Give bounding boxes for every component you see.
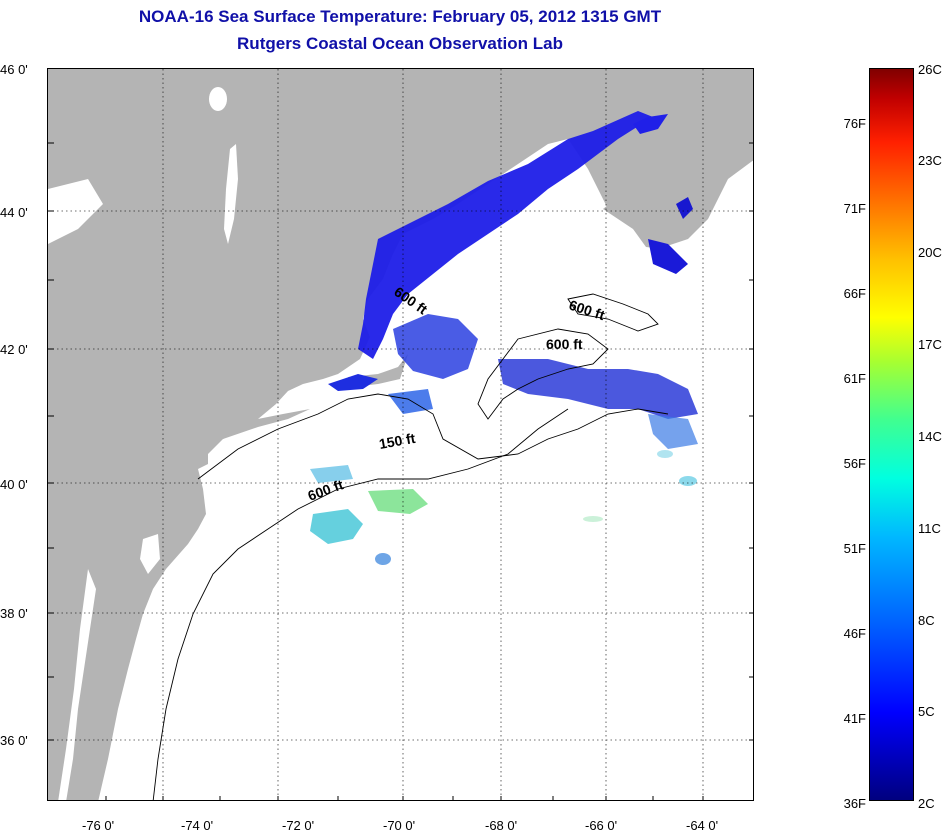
sst-warm-patch-2 [368, 489, 428, 514]
lat-label-44: 44 0' [0, 205, 28, 220]
lon-label-64: -64 0' [686, 818, 719, 833]
colorbar-c-5: 5C [918, 704, 935, 719]
sst-warm-patch-4 [375, 553, 391, 565]
sst-warm-patch-1 [310, 509, 363, 544]
colorbar-c-14: 14C [918, 429, 942, 444]
colorbar-f-71: 71F [843, 201, 866, 216]
colorbar-f-46: 46F [843, 626, 866, 641]
sst-gulf-of-maine [358, 111, 653, 359]
contour-label-ne-600: 600 ft [567, 297, 607, 324]
lake-moosehead [209, 87, 227, 111]
sst-map: 600 ft 600 ft 600 ft 150 ft 600 ft [47, 68, 754, 801]
contour-600ft-south [152, 408, 569, 800]
temperature-colorbar [869, 68, 914, 801]
land-northeast-us [48, 69, 753, 800]
map-grid [48, 69, 753, 800]
sst-nova-scotia [648, 239, 688, 274]
colorbar-c-20: 20C [918, 245, 942, 260]
sst-warm-patch-6 [583, 516, 603, 522]
lat-label-46: 46 0' [0, 62, 28, 77]
chesapeake-bay [58, 569, 96, 800]
colorbar-c-26: 26C [918, 62, 942, 77]
colorbar-c-2: 2C [918, 796, 935, 811]
lon-label-76: -76 0' [82, 818, 115, 833]
lat-label-40: 40 0' [0, 477, 28, 492]
colorbar-f-76: 76F [843, 116, 866, 131]
delaware-bay [140, 534, 160, 574]
sst-patch-1 [393, 314, 478, 379]
lon-label-68: -68 0' [485, 818, 518, 833]
lake-ontario-edge [48, 179, 103, 244]
contour-label-bank-600: 600 ft [546, 336, 583, 352]
sst-warm-patch-7 [657, 450, 673, 458]
lon-label-74: -74 0' [181, 818, 214, 833]
lon-label-72: -72 0' [282, 818, 315, 833]
colorbar-f-61: 61F [843, 371, 866, 386]
colorbar-c-8: 8C [918, 613, 935, 628]
map-canvas: 600 ft 600 ft 600 ft 150 ft 600 ft [48, 69, 753, 800]
sst-nfl-coast [676, 197, 693, 219]
colorbar-c-23: 23C [918, 153, 942, 168]
lat-label-36: 36 0' [0, 733, 28, 748]
sst-patch-2 [498, 359, 698, 419]
lat-label-42: 42 0' [0, 342, 28, 357]
colorbar-f-51: 51F [843, 541, 866, 556]
contour-150ft [197, 393, 669, 480]
contour-600ft-ne [567, 293, 659, 332]
colorbar-c-11: 11C [918, 521, 941, 536]
lake-champlain [224, 144, 238, 244]
land-long-island [208, 409, 310, 439]
bathymetry-contours [152, 293, 669, 800]
sst-warm-patch-5 [679, 476, 697, 486]
lat-label-38: 38 0' [0, 606, 28, 621]
sst-ns-north [633, 114, 668, 134]
colorbar-f-36: 36F [843, 796, 866, 811]
colorbar-c-17: 17C [918, 337, 942, 352]
colorbar-f-41: 41F [843, 711, 866, 726]
lon-label-70: -70 0' [383, 818, 416, 833]
sst-warm-patch-3 [310, 465, 353, 483]
sst-southern-blue-2 [648, 414, 698, 449]
colorbar-f-66: 66F [843, 286, 866, 301]
map-subtitle: Rutgers Coastal Ocean Observation Lab [237, 34, 563, 53]
sst-ga-coast [328, 374, 378, 391]
land-nova-scotia [603, 104, 753, 249]
colorbar-f-56: 56F [843, 456, 866, 471]
contour-label-150: 150 ft [378, 430, 417, 452]
lon-label-66: -66 0' [585, 818, 618, 833]
map-ticks [48, 142, 753, 800]
contour-600ft-gulf [477, 328, 609, 420]
map-title: NOAA-16 Sea Surface Temperature: Februar… [138, 7, 662, 26]
